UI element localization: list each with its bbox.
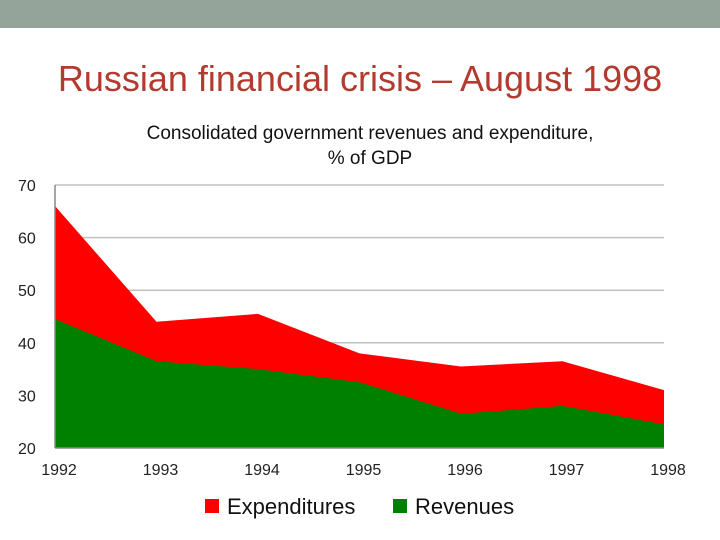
chart-title-line: Consolidated government revenues and exp… xyxy=(147,123,594,144)
x-tick-label: 1994 xyxy=(244,462,280,479)
top-band xyxy=(0,0,720,28)
y-tick-label: 20 xyxy=(18,441,36,458)
x-tick-label: 1997 xyxy=(549,462,585,479)
y-tick-label: 30 xyxy=(18,388,36,405)
y-tick-label: 70 xyxy=(18,178,36,195)
legend-label-revenues: Revenues xyxy=(415,494,514,519)
x-tick-label: 1992 xyxy=(41,462,77,479)
chart-title-line: % of GDP xyxy=(328,148,412,169)
legend-label-expenditures: Expenditures xyxy=(227,494,355,519)
x-tick-label: 1998 xyxy=(650,462,686,479)
x-tick-label: 1993 xyxy=(143,462,179,479)
y-tick-label: 60 xyxy=(18,231,36,248)
x-tick-label: 1996 xyxy=(447,462,483,479)
legend-swatch-revenues xyxy=(393,499,407,513)
legend-swatch-expenditures xyxy=(205,499,219,513)
y-tick-label: 40 xyxy=(18,336,36,353)
area-revenues xyxy=(55,319,664,448)
y-tick-label: 50 xyxy=(18,283,36,300)
x-tick-label: 1995 xyxy=(346,462,382,479)
slide-title: Russian financial crisis – August 1998 xyxy=(57,58,663,99)
